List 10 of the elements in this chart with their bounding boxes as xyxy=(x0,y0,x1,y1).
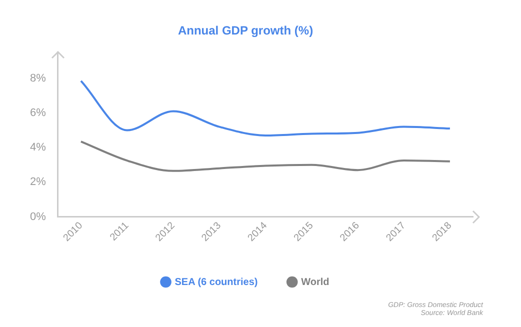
y-tick-label: 4% xyxy=(30,142,46,154)
y-tick-label: 6% xyxy=(30,106,46,119)
y-tick-label: 2% xyxy=(30,176,46,188)
line-series xyxy=(80,140,451,172)
y-tick-label: 0% xyxy=(30,210,46,223)
chart-title: Annual GDP growth (%) xyxy=(178,24,314,38)
legend-label: World xyxy=(301,276,330,288)
line-series xyxy=(80,80,451,136)
y-tick-label: 8% xyxy=(30,72,46,84)
legend-label: SEA (6 countries) xyxy=(174,276,258,288)
